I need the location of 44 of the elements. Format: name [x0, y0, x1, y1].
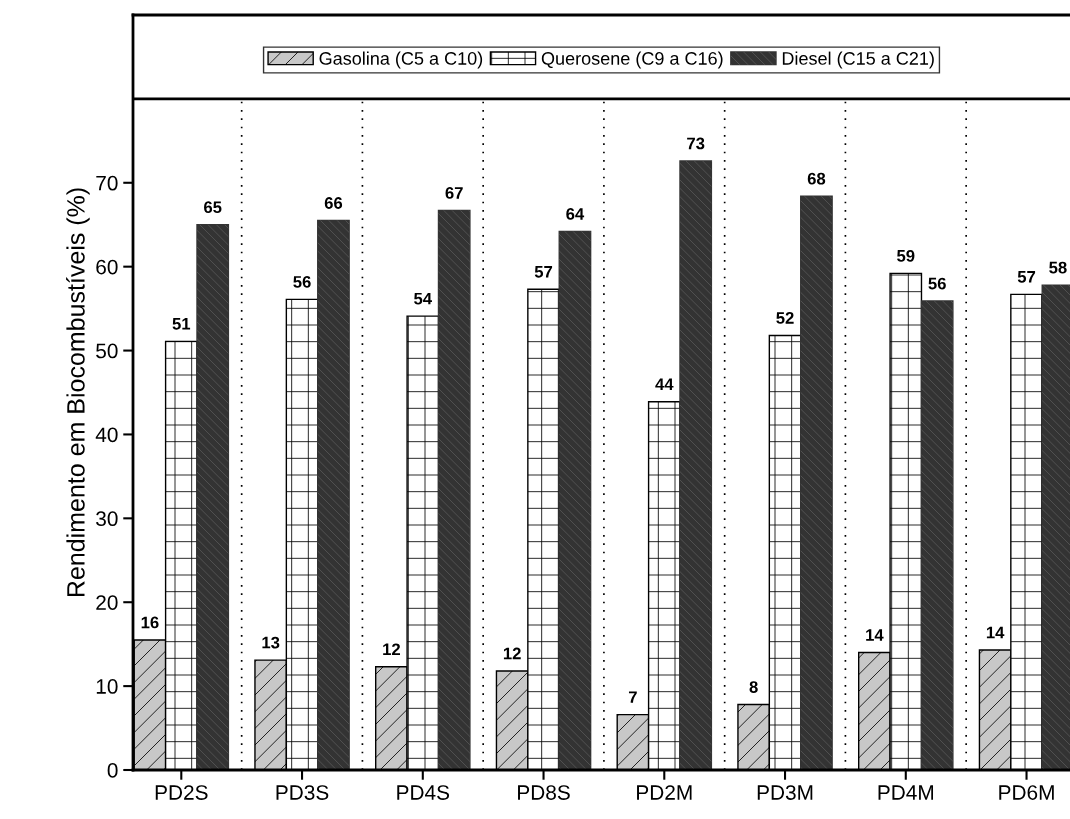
data-label: 59 — [897, 249, 915, 262]
data-label: 51 — [172, 318, 191, 330]
data-label: 13 — [262, 636, 280, 649]
data-label: 44 — [655, 378, 674, 390]
y-tick-label: 0 — [107, 763, 118, 778]
legend-label: Diesel (C15 a C21) — [782, 51, 934, 69]
y-axis-title: Rendimento em Biocombustíveis (%) — [66, 188, 90, 597]
y-tick-label: 60 — [96, 259, 118, 275]
legend-label: Querosene (C9 a C16) — [541, 51, 723, 69]
data-label: 8 — [749, 681, 758, 693]
data-label: 16 — [141, 616, 159, 629]
y-tick-label: 40 — [95, 427, 118, 443]
x-tick-label: PD4S — [397, 785, 450, 800]
data-label: 56 — [293, 275, 311, 288]
x-tick-label: PD3M — [757, 785, 813, 800]
x-tick-label: PD2M — [637, 785, 692, 800]
data-label: 58 — [1049, 261, 1067, 274]
data-label: 56 — [928, 277, 946, 290]
y-tick-label: 70 — [96, 175, 118, 191]
data-label: 73 — [687, 137, 705, 150]
legend-label: Gasolina (C5 a C10) — [319, 51, 483, 69]
x-tick-label: PD8S — [518, 785, 570, 800]
x-tick-label: PD3S — [276, 785, 329, 800]
data-label: 57 — [1017, 271, 1036, 283]
data-label: 14 — [866, 629, 884, 641]
data-label: 57 — [534, 266, 553, 278]
data-label: 64 — [566, 208, 585, 220]
x-tick-label: PD6M — [999, 785, 1054, 800]
data-label: 14 — [986, 626, 1005, 639]
data-label: 66 — [324, 197, 343, 209]
y-tick-label: 20 — [96, 595, 118, 610]
y-tick-label: 50 — [96, 343, 118, 359]
data-label: 52 — [776, 312, 794, 324]
y-tick-label: 10 — [96, 679, 118, 694]
data-label: 67 — [445, 187, 463, 199]
data-label: 7 — [628, 691, 637, 703]
y-tick-label: 30 — [96, 511, 118, 527]
data-label: 65 — [204, 201, 222, 214]
data-label: 54 — [414, 292, 432, 305]
data-label: 12 — [383, 643, 400, 656]
x-tick-label: PD2S — [155, 785, 208, 800]
x-tick-label: PD4M — [878, 785, 934, 800]
data-label: 68 — [807, 172, 826, 185]
data-label: 12 — [503, 647, 521, 660]
